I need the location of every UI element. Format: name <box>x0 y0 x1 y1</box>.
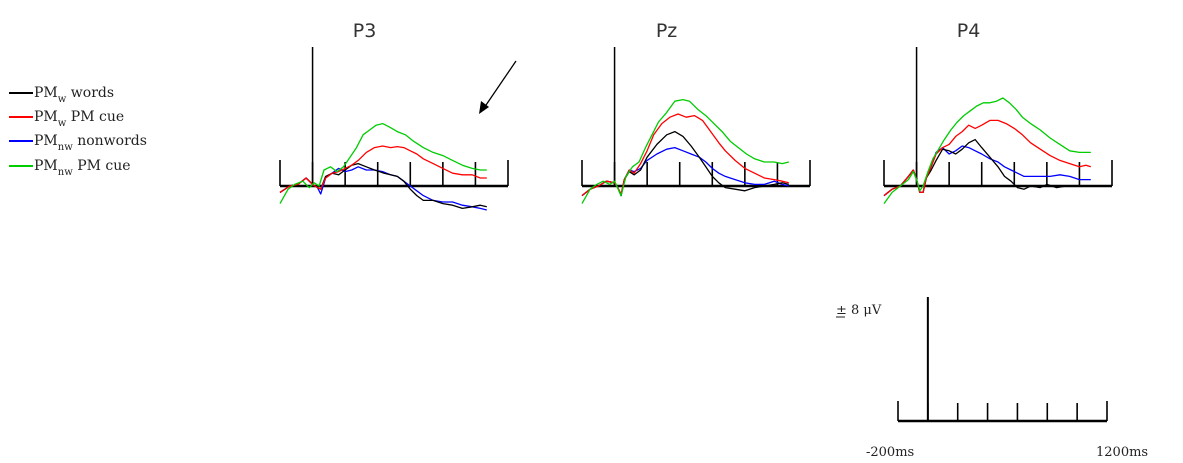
scale-end-label: 1200ms <box>1096 445 1148 460</box>
legend: PMw words PMw PM cue PMnw nonwords PMnw PM … <box>9 85 147 178</box>
legend-item-pmnw-nonwords: PMnw nonwords <box>9 133 147 153</box>
legend-label: PMnw nonwords <box>34 133 147 153</box>
waveform-pmw-cue <box>279 145 487 193</box>
panel-pz: Pz <box>581 20 811 204</box>
scale-amplitude-label: ± 8 μV <box>836 303 882 318</box>
waveform-pmw-cue <box>581 113 789 197</box>
legend-item-pmnw-cue: PMnw PM cue <box>9 158 131 178</box>
scale-start-label: -200ms <box>866 445 914 460</box>
panel-title-pz: Pz <box>656 20 677 42</box>
scale-bar: ± 8 μV -200ms 1200ms <box>836 297 1148 460</box>
panel-p3: P3 <box>279 20 517 211</box>
waveform-pmnw-nonwords <box>581 146 789 197</box>
annotation-arrow <box>479 60 517 114</box>
panel-p4: P4 <box>883 20 1113 204</box>
panels: P3 Pz P4 <box>279 20 1113 211</box>
legend-label: PMw PM cue <box>34 109 124 129</box>
waveform-pmnw-cue <box>581 98 789 204</box>
panel-title-p4: P4 <box>957 20 981 42</box>
waveform-pmnw-cue <box>279 122 487 204</box>
legend-label: PMw words <box>34 85 114 105</box>
panel-title-p3: P3 <box>353 20 377 42</box>
waveform-pmnw-cue <box>883 97 1091 204</box>
legend-item-pmw-cue: PMw PM cue <box>9 109 124 129</box>
legend-item-pmw-words: PMw words <box>9 85 114 105</box>
legend-label: PMnw PM cue <box>34 158 131 178</box>
